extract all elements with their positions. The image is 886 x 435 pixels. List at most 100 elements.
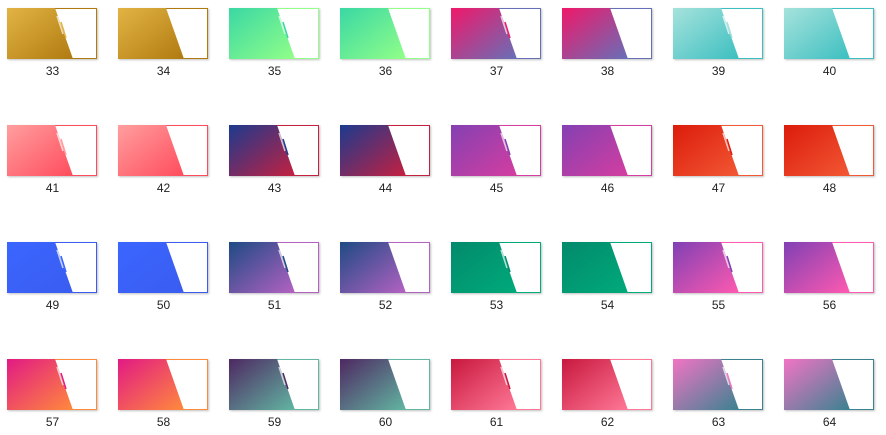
file-label: 42: [156, 181, 171, 195]
thumbnail: [340, 125, 430, 176]
file-item[interactable]: 63: [673, 359, 784, 435]
file-item[interactable]: 46: [562, 125, 673, 205]
file-item[interactable]: 34: [118, 8, 229, 88]
thumbnail-fill: [229, 8, 295, 59]
stripe: [722, 132, 730, 152]
thumbnail: [340, 8, 430, 59]
thumbnail-fill: [784, 8, 850, 59]
file-item[interactable]: 39: [673, 8, 784, 88]
stripe: [726, 138, 733, 156]
file-label: 51: [267, 298, 282, 312]
thumbnail: [562, 359, 652, 410]
file-item[interactable]: 47: [673, 125, 784, 205]
thumbnail: [562, 125, 652, 176]
file-label: 55: [711, 298, 726, 312]
file-label: 61: [489, 415, 504, 429]
thumbnail: [784, 242, 874, 293]
thumbnail-fill: [229, 125, 295, 176]
file-item[interactable]: 55: [673, 242, 784, 322]
thumbnail: [673, 125, 763, 176]
thumbnail: [340, 359, 430, 410]
file-item[interactable]: 42: [118, 125, 229, 205]
file-label: 44: [378, 181, 393, 195]
thumbnail-fill: [451, 125, 517, 176]
thumbnail-fill: [7, 8, 73, 59]
thumbnail-fill: [451, 8, 517, 59]
file-label: 36: [378, 64, 393, 78]
stripe: [282, 255, 289, 273]
stripe: [56, 366, 64, 386]
thumbnail: [229, 8, 319, 59]
file-item[interactable]: 61: [451, 359, 562, 435]
file-item[interactable]: 60: [340, 359, 451, 435]
file-item[interactable]: 48: [784, 125, 886, 205]
file-label: 45: [489, 181, 504, 195]
stripe: [504, 21, 511, 39]
thumbnail-fill: [673, 125, 739, 176]
file-item[interactable]: 53: [451, 242, 562, 322]
file-item[interactable]: 37: [451, 8, 562, 88]
file-label: 33: [45, 64, 60, 78]
file-item[interactable]: 38: [562, 8, 673, 88]
file-item[interactable]: 51: [229, 242, 340, 322]
thumbnail-fill: [229, 359, 295, 410]
file-label: 59: [267, 415, 282, 429]
file-item[interactable]: 44: [340, 125, 451, 205]
file-item[interactable]: 54: [562, 242, 673, 322]
thumbnail: [7, 359, 97, 410]
thumbnail-fill: [451, 359, 517, 410]
file-item[interactable]: 58: [118, 359, 229, 435]
file-item[interactable]: 62: [562, 359, 673, 435]
thumbnail-fill: [451, 242, 517, 293]
file-label: 35: [267, 64, 282, 78]
thumbnail: [118, 8, 208, 59]
file-item[interactable]: 52: [340, 242, 451, 322]
thumbnail-fill: [784, 359, 850, 410]
thumbnail-fill: [784, 242, 850, 293]
file-label: 64: [822, 415, 837, 429]
stripe: [726, 372, 733, 390]
file-item[interactable]: 36: [340, 8, 451, 88]
file-item[interactable]: 59: [229, 359, 340, 435]
file-item[interactable]: 57: [7, 359, 118, 435]
thumbnail-fill: [562, 359, 628, 410]
thumbnail-fill: [673, 242, 739, 293]
stripe: [278, 366, 286, 386]
thumbnail-fill: [118, 125, 184, 176]
file-item[interactable]: 56: [784, 242, 886, 322]
stripe: [504, 372, 511, 390]
file-item[interactable]: 49: [7, 242, 118, 322]
stripe: [500, 249, 508, 269]
thumbnail: [7, 125, 97, 176]
thumbnail: [562, 8, 652, 59]
stripe: [60, 21, 67, 39]
stripe: [60, 138, 67, 156]
file-item[interactable]: 35: [229, 8, 340, 88]
file-item[interactable]: 33: [7, 8, 118, 88]
file-label: 54: [600, 298, 615, 312]
thumbnail-fill: [118, 359, 184, 410]
file-label: 46: [600, 181, 615, 195]
thumbnail-fill: [7, 359, 73, 410]
file-item[interactable]: 40: [784, 8, 886, 88]
stripe: [722, 249, 730, 269]
file-item[interactable]: 64: [784, 359, 886, 435]
stripe: [500, 366, 508, 386]
file-item[interactable]: 50: [118, 242, 229, 322]
thumbnail: [784, 359, 874, 410]
thumbnail-fill: [7, 242, 73, 293]
thumbnail: [118, 359, 208, 410]
file-item[interactable]: 43: [229, 125, 340, 205]
file-label: 60: [378, 415, 393, 429]
file-label: 41: [45, 181, 60, 195]
thumbnail: [673, 242, 763, 293]
stripe: [500, 15, 508, 35]
thumbnail-fill: [562, 125, 628, 176]
file-item[interactable]: 41: [7, 125, 118, 205]
thumbnail-fill: [562, 8, 628, 59]
file-label: 57: [45, 415, 60, 429]
thumbnail: [451, 242, 541, 293]
file-label: 37: [489, 64, 504, 78]
file-label: 40: [822, 64, 837, 78]
file-item[interactable]: 45: [451, 125, 562, 205]
